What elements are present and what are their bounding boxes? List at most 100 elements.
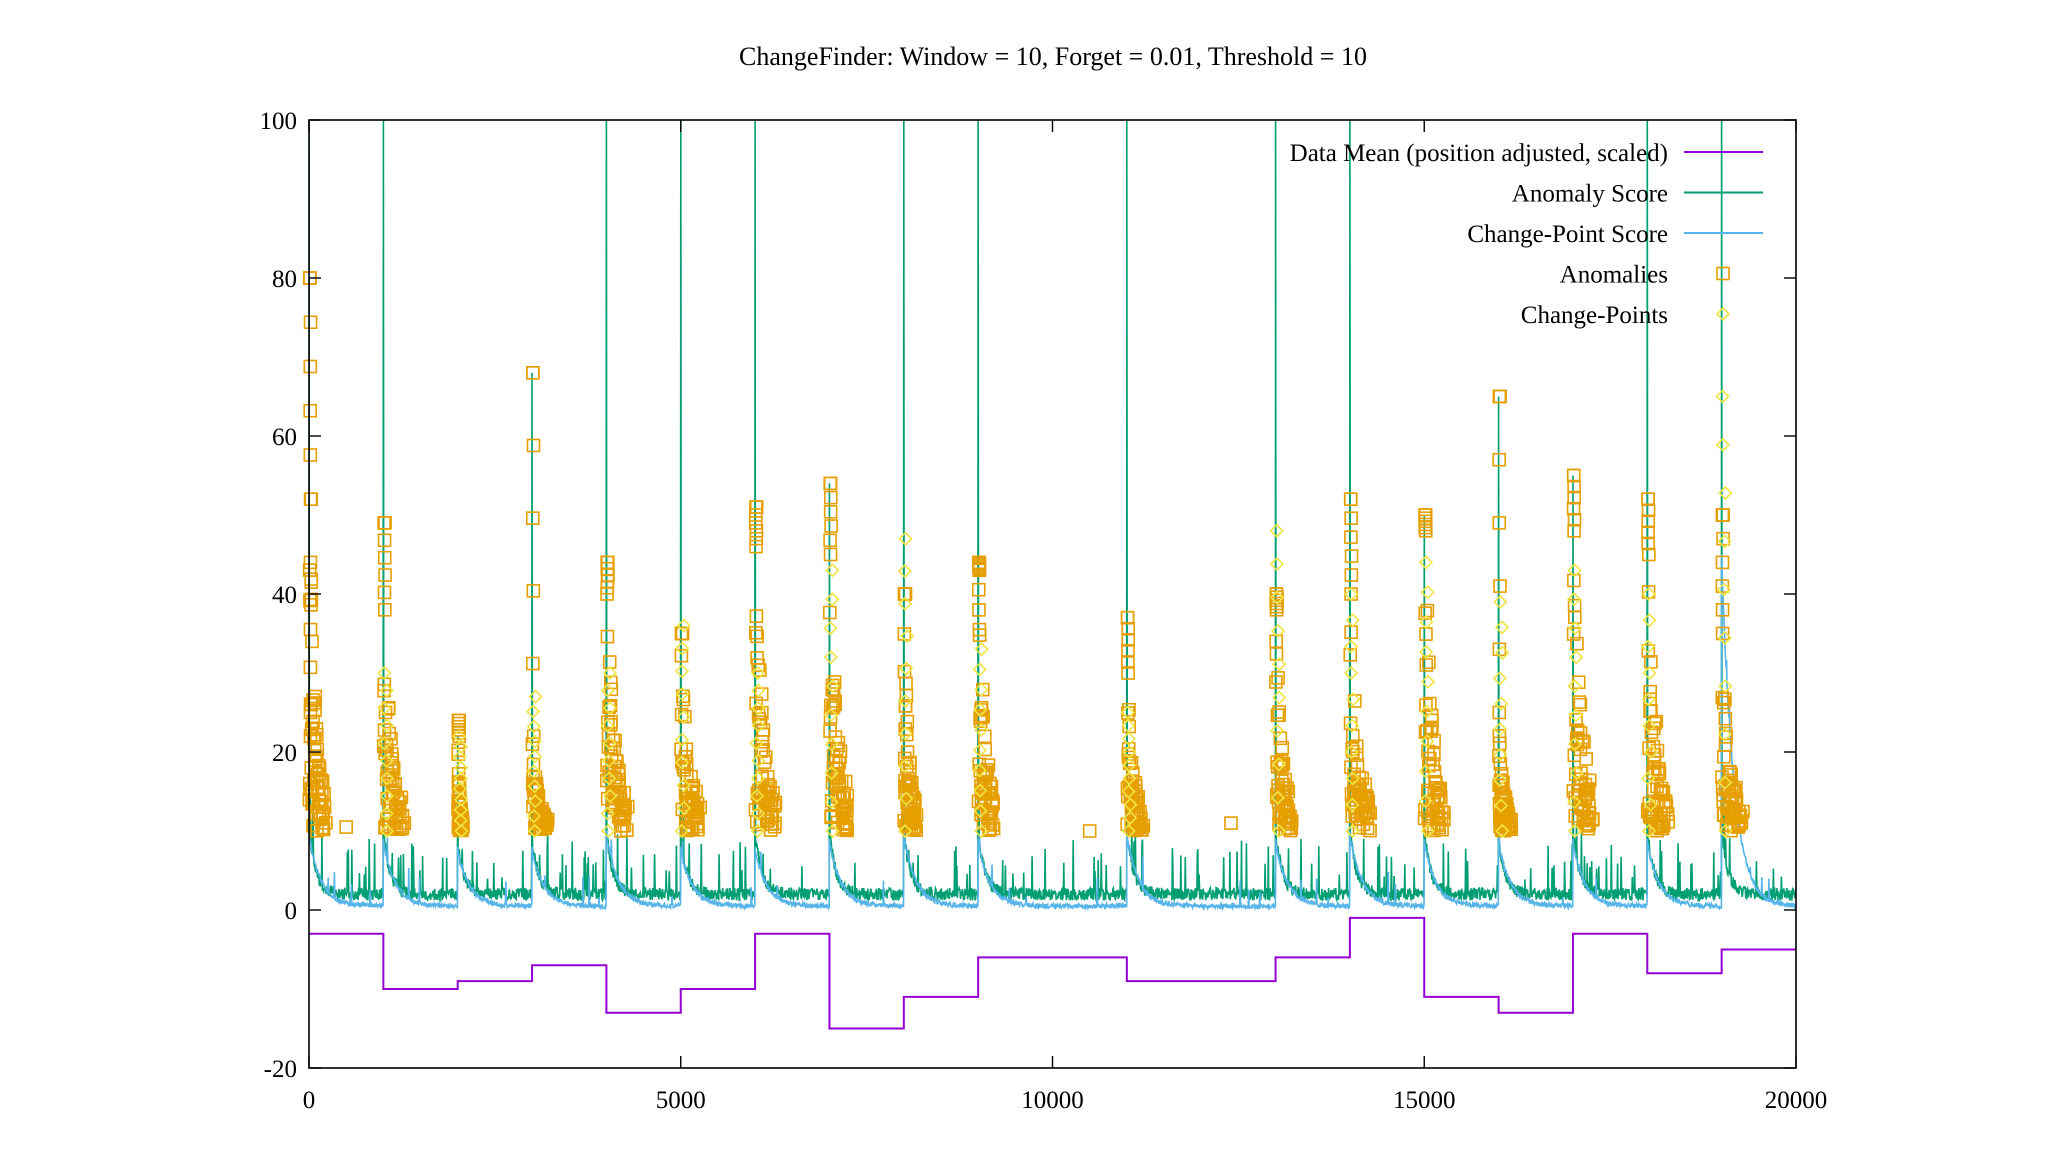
anomaly-marker	[1360, 796, 1374, 811]
change-point-marker	[1567, 736, 1583, 752]
change-point-marker	[751, 700, 766, 716]
change-point-marker	[454, 823, 469, 839]
anomaly-marker	[303, 660, 318, 675]
change-point-marker	[823, 708, 839, 723]
anomaly-marker	[1343, 647, 1358, 662]
x-tick-label: 20000	[1765, 1087, 1828, 1114]
anomaly-marker	[610, 754, 624, 769]
change-point-marker	[1345, 771, 1360, 786]
anomaly-marker	[1359, 791, 1373, 806]
change-point-marker	[528, 689, 543, 704]
change-point-marker	[379, 771, 395, 786]
anomaly-marker	[1581, 786, 1595, 801]
anomaly-marker	[607, 770, 622, 785]
legend-entry: Anomalies	[1560, 262, 1730, 289]
change-point-marker	[379, 683, 394, 698]
anomaly-marker	[975, 708, 989, 723]
anomaly-marker-isolated	[1729, 792, 1744, 807]
change-point-marker	[825, 823, 840, 839]
change-point-marker	[1567, 679, 1582, 694]
anomaly-marker-isolated	[304, 697, 319, 712]
anomaly-marker	[984, 806, 998, 821]
change-point-marker	[525, 704, 541, 719]
anomaly-marker	[1642, 547, 1656, 562]
change-point-marker	[379, 718, 395, 733]
change-point-marker	[824, 794, 839, 810]
anomaly-marker	[827, 675, 842, 689]
anomaly-marker-isolated	[303, 622, 318, 637]
change-point-marker	[1345, 823, 1360, 839]
change-point-marker	[377, 665, 392, 681]
change-point-marker	[1567, 823, 1582, 839]
change-point-marker	[1418, 644, 1434, 660]
change-point-marker	[676, 801, 692, 816]
anomaly-marker	[303, 359, 318, 374]
change-point-marker	[897, 758, 913, 774]
y-tick-label: 20	[272, 740, 297, 767]
change-point-marker	[1345, 613, 1360, 628]
anomaly-marker-peak	[1492, 389, 1507, 404]
anomaly-marker	[1344, 625, 1358, 640]
anomaly-marker	[1569, 712, 1583, 727]
anomaly-marker	[1492, 736, 1507, 751]
change-point-marker	[1492, 772, 1507, 788]
change-point-marker	[898, 726, 913, 741]
anomaly-marker	[526, 365, 540, 380]
anomaly-marker	[1641, 585, 1656, 599]
anomaly-marker	[608, 733, 622, 748]
anomaly-marker	[674, 648, 689, 663]
change-point-marker	[1420, 674, 1436, 689]
anomaly-marker	[1133, 817, 1147, 832]
y-tick-label: 40	[272, 582, 297, 609]
anomaly-marker-peak	[1715, 508, 1730, 522]
anomaly-marker	[1658, 794, 1673, 808]
anomaly-marker-peak	[600, 555, 614, 570]
change-point-marker	[1718, 679, 1733, 694]
change-point-marker	[1641, 639, 1656, 654]
anomaly-marker	[1276, 777, 1290, 792]
change-point-marker	[1717, 534, 1732, 549]
change-point-marker	[379, 823, 395, 839]
change-point-marker	[526, 719, 542, 734]
anomaly-marker	[903, 755, 917, 770]
change-point-marker	[974, 722, 989, 738]
change-point-marker	[897, 564, 912, 579]
anomaly-marker	[1281, 784, 1296, 799]
anomaly-marker	[1717, 749, 1731, 764]
change-point-marker	[898, 531, 913, 546]
anomaly-marker	[603, 698, 618, 713]
anomaly-marker	[1494, 766, 1509, 781]
anomaly-marker	[1425, 713, 1439, 728]
anomaly-marker	[620, 823, 634, 837]
change-point-marker	[675, 686, 690, 702]
anomaly-marker-peak	[823, 476, 837, 491]
change-point-marker	[601, 823, 616, 839]
change-point-marker	[1270, 790, 1285, 805]
anomaly-marker	[319, 815, 333, 830]
legend-entry: Anomaly Score	[1512, 181, 1763, 208]
change-point-marker	[1346, 692, 1361, 707]
change-point-marker	[1418, 764, 1433, 779]
change-point-marker	[1642, 665, 1657, 681]
anomaly-marker	[1579, 752, 1593, 766]
change-point-marker	[825, 592, 840, 607]
change-point-marker	[1121, 731, 1136, 746]
change-point-marker	[1715, 437, 1731, 452]
anomaly-marker	[751, 658, 766, 673]
change-point-marker	[1641, 823, 1657, 839]
anomaly-marker	[1418, 606, 1432, 620]
anomaly-marker	[393, 819, 407, 833]
change-point-marker	[1642, 613, 1657, 628]
anomaly-marker	[315, 788, 329, 802]
anomaly-marker-peak	[377, 516, 391, 530]
anomaly-marker	[1641, 525, 1655, 540]
change-point-marker	[602, 771, 617, 786]
change-point-marker	[453, 802, 468, 818]
change-point-marker	[823, 621, 838, 636]
anomaly-marker	[1504, 822, 1519, 837]
anomaly-marker-isolated	[1082, 824, 1097, 838]
change-point-score-line	[309, 554, 1796, 912]
anomaly-marker	[620, 799, 635, 814]
anomaly-marker	[1344, 511, 1358, 525]
change-point-marker	[1123, 797, 1138, 812]
